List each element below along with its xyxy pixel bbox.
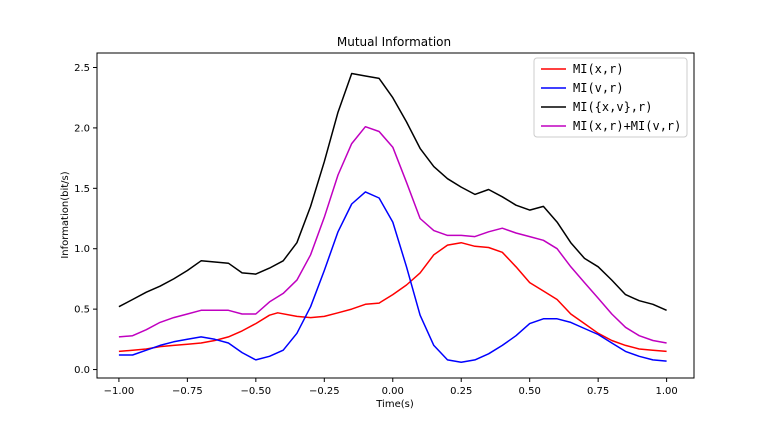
legend-box <box>533 57 688 138</box>
y-tick-label: 2.5 <box>74 63 90 74</box>
x-tick-label: −1.00 <box>104 386 135 397</box>
x-tick-label: 0.50 <box>519 386 541 397</box>
legend-entry: MI(x,r) <box>573 62 624 76</box>
y-axis-label: Information(bit/s) <box>60 171 71 258</box>
series-line-1 <box>118 191 667 364</box>
legend-entry: MI(x,r)+MI(v,r) <box>573 119 681 133</box>
y-axis: 0.0 0.5 1.0 1.5 2.0 2.5 <box>74 63 97 376</box>
series-line-2 <box>118 72 667 311</box>
plot-area: −1.00 −0.75 −0.50 −0.25 0.00 0.25 0.50 0.75 1.00… <box>74 52 695 397</box>
x-tick-label: −0.75 <box>172 386 203 397</box>
x-tick-label: 0.25 <box>450 386 472 397</box>
legend-entry: MI(v,r) <box>573 81 624 95</box>
y-tick-label: 2.0 <box>74 123 90 134</box>
y-tick-label: 0.5 <box>74 305 90 316</box>
x-tick-label: −0.50 <box>241 386 272 397</box>
x-tick-label: 0.75 <box>587 386 609 397</box>
legend-entry: MI({x,v},r) <box>573 100 652 114</box>
y-tick-label: 0.0 <box>74 365 90 376</box>
legend: MI(x,r) MI(v,r) MI({x,v},r) MI(x,r)+MI(v,r) <box>533 57 688 138</box>
x-axis: −1.00 −0.75 −0.50 −0.25 0.00 0.25 0.50 0.75 1.00 <box>104 378 678 397</box>
x-tick-label: 1.00 <box>655 386 677 397</box>
x-tick-label: −0.25 <box>309 386 340 397</box>
y-tick-label: 1.5 <box>74 184 90 195</box>
series-line-0 <box>118 241 667 353</box>
y-tick-label: 1.0 <box>74 244 90 255</box>
axes-frame <box>96 52 695 379</box>
series-lines <box>118 72 667 364</box>
chart-title: Mutual Information <box>337 35 451 49</box>
series-line-3 <box>118 125 667 344</box>
x-tick-label: 0.00 <box>382 386 404 397</box>
x-axis-label: Time(s) <box>375 399 414 410</box>
